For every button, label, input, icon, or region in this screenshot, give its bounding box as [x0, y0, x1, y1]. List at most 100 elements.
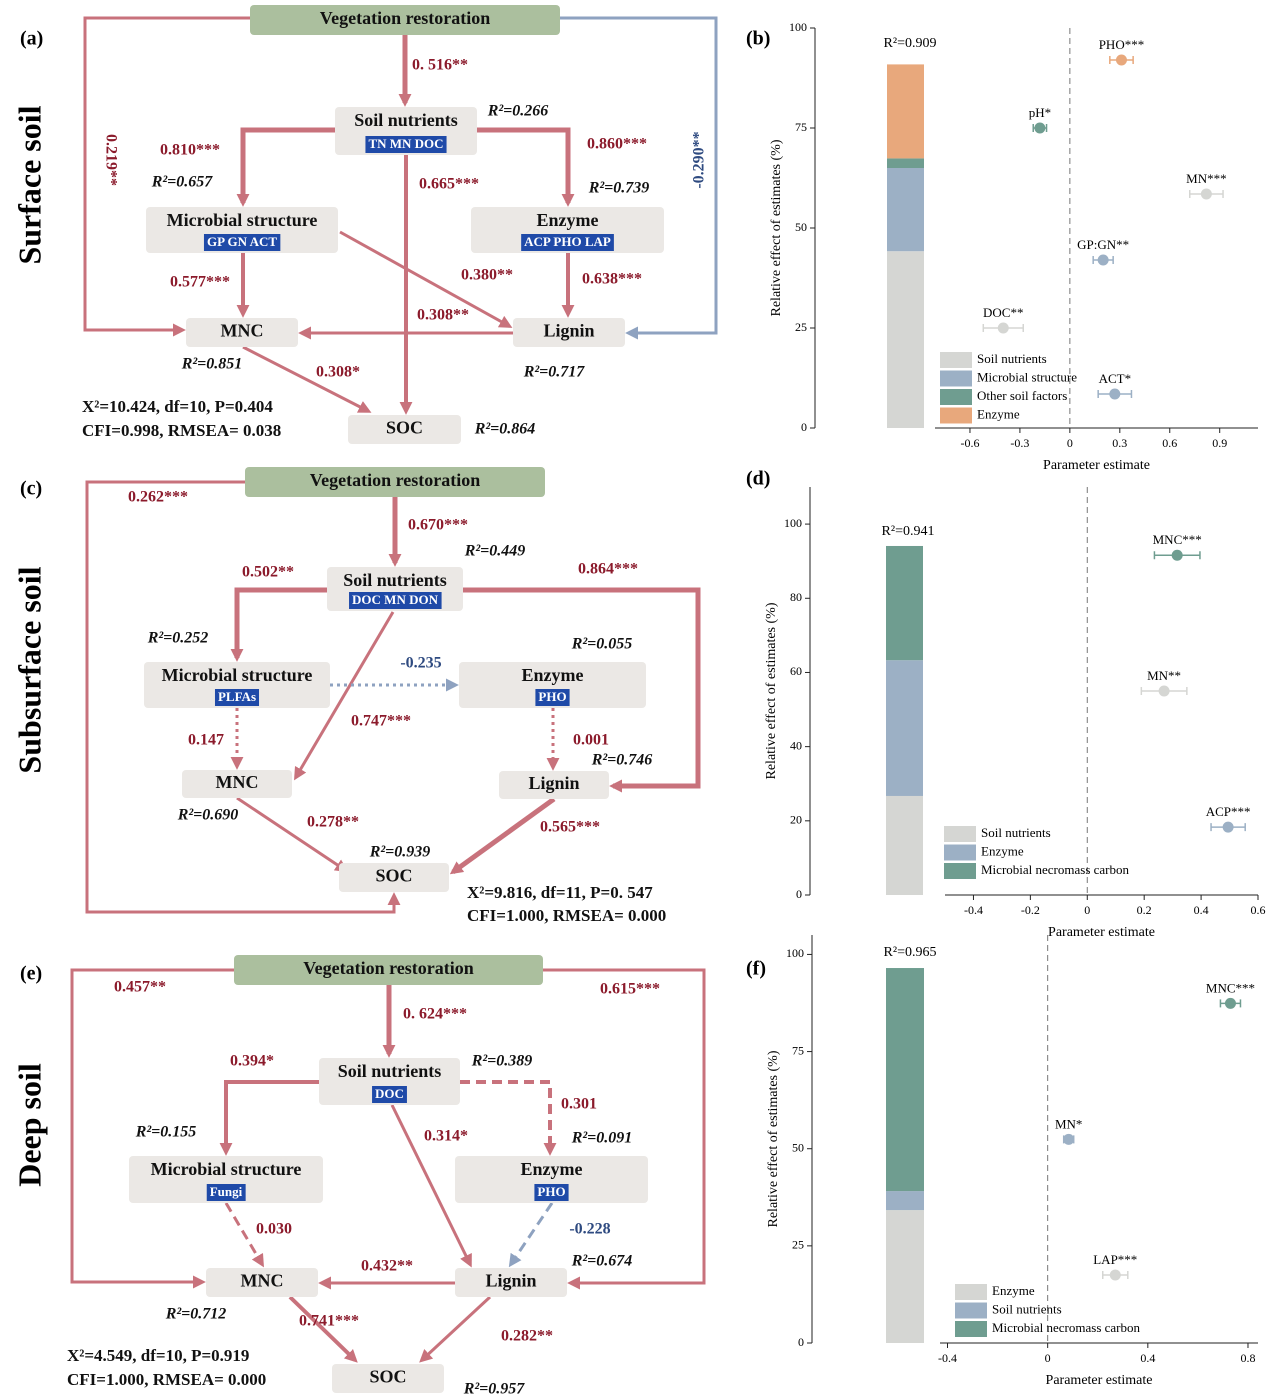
panel-label: (c): [20, 478, 42, 500]
node-label: SOC: [369, 1367, 406, 1387]
x-tick-label: -0.4: [964, 903, 983, 917]
node-box: [332, 1364, 444, 1393]
node-box: [455, 1156, 648, 1203]
path-coefficient: -0.290**: [691, 131, 708, 188]
legend-label: Microbial necromass carbon: [992, 1320, 1141, 1335]
node-box: [146, 207, 338, 253]
path-coefficient: 0.502**: [242, 564, 294, 581]
r-squared: R²=0.449: [464, 543, 526, 560]
node-box: [455, 1268, 567, 1297]
legend-label: Enzyme: [992, 1283, 1035, 1298]
path-coefficient: 0.030: [256, 1221, 292, 1238]
bar-segment: [886, 1210, 924, 1343]
y-tick-label: 25: [792, 1238, 804, 1252]
path-coefficient: 0.577***: [170, 274, 230, 291]
row-label: Surface soil: [11, 105, 47, 264]
path-coefficient: 0.262***: [128, 489, 188, 506]
node-label: Vegetation restoration: [320, 8, 490, 28]
path-arrow: [236, 127, 335, 207]
y-tick-label: 40: [790, 738, 802, 752]
legend-swatch: [940, 407, 972, 424]
y-axis-label: Relative effect of estimates (%): [766, 1050, 781, 1227]
x-tick-label: 0.4: [1194, 903, 1209, 917]
y-tick-label: 0: [796, 887, 802, 901]
bar-segment: [887, 158, 924, 168]
path-arrow: [83, 16, 250, 337]
path-arrow: [219, 1080, 319, 1156]
r-squared: R²=0.155: [135, 1124, 197, 1141]
legend-swatch: [955, 1284, 987, 1300]
y-tick-label: 25: [795, 320, 807, 334]
path-coefficient: 0.615***: [600, 981, 660, 998]
path-coefficient: 0.810***: [160, 142, 220, 159]
y-tick-label: 75: [792, 1043, 804, 1057]
y-tick-label: 50: [795, 220, 807, 234]
legend-swatch: [940, 370, 972, 387]
r-squared: R²=0.939: [369, 844, 431, 861]
point-label: MNC***: [1153, 532, 1202, 547]
r-squared: R²=0.712: [165, 1306, 227, 1323]
node-label: Microbial structure: [151, 1159, 302, 1179]
node-sublabel: PLFAs: [218, 689, 256, 704]
bar-segment: [886, 660, 923, 796]
path-coefficient: 0.278**: [307, 814, 359, 831]
estimate-point: [1097, 254, 1109, 266]
y-tick-label: 100: [784, 516, 802, 530]
path-arrow: [70, 968, 234, 1289]
r-squared: R²=0.389: [471, 1053, 533, 1070]
node-sublabel: PHO: [538, 689, 566, 704]
model-fit: X²=4.549, df=10, P=0.919: [67, 1346, 249, 1365]
sublabel-box: [534, 1184, 569, 1201]
model-fit: CFI=0.998, RMSEA= 0.038: [82, 421, 281, 440]
path-coefficient: 0.282**: [501, 1328, 553, 1345]
y-axis-label: Relative effect of estimates (%): [764, 602, 779, 779]
x-tick-label: 0: [1084, 903, 1090, 917]
point-label: MN**: [1147, 668, 1181, 683]
node-label: Enzyme: [522, 665, 584, 685]
path-coefficient: 0.665***: [419, 176, 479, 193]
r-squared: R²=0.746: [591, 752, 653, 769]
estimate-point: [1171, 549, 1183, 561]
x-tick-label: 0.6: [1162, 436, 1177, 450]
x-tick-label: -0.6: [960, 436, 979, 450]
node-sublabel: DOC: [375, 1086, 404, 1101]
sublabel-box: [349, 592, 442, 609]
path-arrow: [460, 1080, 557, 1156]
path-coefficient: 0.308*: [316, 364, 360, 381]
path-diagram: (a) Surface soil Vegetation restoration Soi…: [11, 5, 718, 444]
point-label: ACT*: [1099, 371, 1132, 386]
path-arrow: [560, 16, 718, 340]
legend-label: Soil nutrients: [981, 825, 1051, 840]
path-coefficient: 0.432**: [361, 1258, 413, 1275]
path-arrow: [242, 345, 372, 413]
legend-swatch: [940, 352, 972, 368]
effects-chart: (d) 0 20 40 60 80 100 Relative effect of estima…: [746, 468, 1266, 941]
sublabel-box: [214, 689, 260, 706]
x-tick-label: 0.9: [1212, 436, 1227, 450]
model-fit: X²=10.424, df=10, P=0.404: [82, 397, 273, 416]
sublabel-box: [372, 1086, 407, 1103]
legend-label: Other soil factors: [977, 388, 1067, 403]
bar-segment: [887, 64, 924, 159]
path-arrow: [449, 796, 556, 875]
row-label: Subsurface soil: [11, 566, 47, 773]
y-tick-label: 60: [790, 664, 802, 678]
point-label: GP:GN**: [1077, 237, 1129, 252]
x-tick-label: 0.3: [1112, 436, 1127, 450]
node-box: [471, 207, 664, 253]
legend-swatch: [955, 1321, 987, 1337]
panel-label: (d): [746, 468, 770, 490]
node-label: Lignin: [485, 1271, 536, 1291]
path-arrow: [230, 587, 327, 662]
node-sublabel: GP GN ACT: [207, 234, 277, 249]
path-arrow: [390, 1104, 472, 1268]
estimate-point: [1158, 685, 1170, 697]
path-coefficient: 0.670***: [408, 517, 468, 534]
node-label: SOC: [386, 418, 423, 438]
legend-swatch: [944, 826, 976, 842]
point-label: LAP***: [1093, 1252, 1137, 1267]
model-fit: CFI=1.000, RMSEA= 0.000: [467, 906, 666, 925]
legend-label: Soil nutrients: [992, 1301, 1062, 1316]
point-label: MN*: [1055, 1116, 1082, 1131]
estimate-point: [1109, 1269, 1121, 1281]
